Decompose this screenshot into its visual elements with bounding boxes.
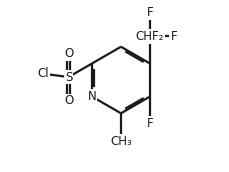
Text: Cl: Cl [38,67,49,80]
Text: O: O [64,47,73,60]
Text: F: F [146,117,153,130]
Text: O: O [64,94,73,108]
Text: S: S [65,71,72,84]
Text: CH₃: CH₃ [110,135,131,148]
Text: CHF₂: CHF₂ [135,30,163,43]
Text: N: N [87,90,96,103]
Text: F: F [146,6,153,19]
Text: F: F [170,30,176,43]
